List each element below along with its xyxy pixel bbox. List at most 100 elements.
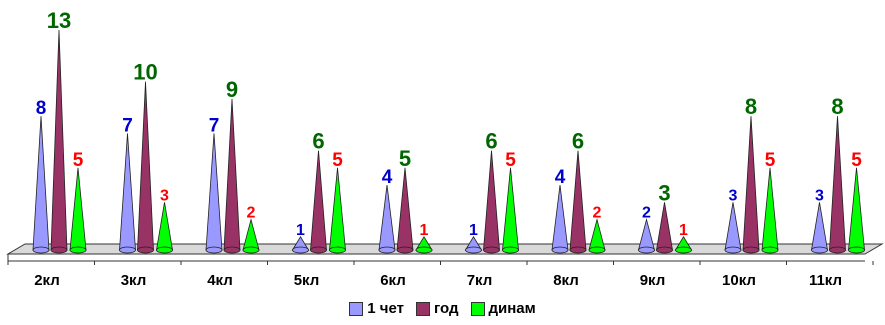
data-label-2-8: 3 — [658, 180, 670, 205]
cone-3-6 — [502, 167, 519, 254]
data-label-1-2: 7 — [122, 115, 133, 136]
cone-3-8 — [674, 235, 693, 254]
data-label-1-7: 4 — [555, 167, 566, 188]
data-label-3-6: 5 — [505, 150, 516, 171]
cone-base — [551, 246, 569, 254]
cone-3-10 — [848, 167, 865, 254]
cone-1-6 — [464, 235, 483, 254]
data-label-3-10: 5 — [851, 150, 862, 171]
cone-base — [483, 246, 500, 254]
cone-base — [69, 246, 87, 254]
cone-base — [292, 246, 309, 254]
cone-base — [119, 246, 136, 254]
cone-base — [502, 246, 519, 254]
cone-body — [742, 116, 760, 251]
cone-body — [848, 167, 865, 251]
cone-2-2 — [137, 81, 154, 254]
cone-2-4 — [310, 150, 327, 254]
cone-body — [588, 217, 606, 251]
legend-item-2: год — [415, 300, 459, 317]
data-label-3-5: 1 — [420, 222, 429, 239]
cone-body — [69, 167, 87, 251]
cone-base — [675, 246, 692, 254]
cone-body — [569, 150, 587, 251]
cone-3-3 — [242, 217, 260, 254]
cone-1-7 — [551, 185, 569, 254]
cone-base — [829, 246, 846, 254]
cone-3-2 — [156, 202, 173, 254]
cone-3-4 — [329, 167, 346, 254]
category-label-10: 11кл — [809, 272, 842, 289]
cone-base — [156, 246, 173, 254]
category-label-8: 9кл — [640, 272, 666, 289]
cone-body — [724, 202, 742, 251]
legend-swatch-1 — [349, 301, 364, 316]
cone-body — [156, 202, 173, 251]
cone-body — [551, 185, 569, 251]
cone-body — [32, 116, 50, 251]
cone-base — [848, 246, 865, 254]
cone-1-1 — [32, 116, 50, 254]
cone-base — [310, 246, 327, 254]
category-label-4: 5кл — [294, 272, 320, 289]
category-labels: 2кл 3кл 4кл 5кл 6кл 7кл 8кл 9кл 10кл 11кл — [34, 272, 842, 289]
data-label-1-10: 3 — [815, 187, 824, 204]
data-label-2-1: 13 — [47, 8, 71, 33]
cone-3-1 — [69, 167, 87, 254]
cone-base — [415, 246, 433, 254]
cone-body — [378, 185, 396, 251]
cone-2-6 — [483, 150, 500, 254]
data-label-2-5: 5 — [399, 146, 411, 171]
cone-2-5 — [396, 167, 414, 254]
cone-base — [465, 246, 482, 254]
cone-base — [811, 246, 828, 254]
category-label-5: 6кл — [380, 272, 406, 289]
data-label-3-7: 2 — [593, 205, 602, 222]
data-label-2-6: 6 — [485, 129, 497, 154]
cone-base — [761, 246, 779, 254]
cone-base — [223, 246, 241, 254]
cone-1-4 — [291, 235, 310, 254]
legend: 1 чет год динам — [0, 300, 885, 317]
cone-body — [119, 133, 136, 251]
cone-1-5 — [378, 185, 396, 254]
cone-base — [50, 246, 68, 254]
data-label-2-7: 6 — [572, 129, 584, 154]
cone-body — [811, 202, 828, 251]
data-label-3-1: 5 — [73, 150, 84, 171]
cone-base — [242, 246, 260, 254]
cone-1-10 — [811, 202, 828, 254]
data-label-1-8: 2 — [642, 205, 651, 222]
cone-base — [742, 246, 760, 254]
legend-label-2: год — [433, 300, 459, 317]
cone-base — [588, 246, 606, 254]
data-label-1-4: 1 — [296, 222, 305, 239]
data-label-1-3: 7 — [209, 115, 220, 136]
cone-3-9 — [761, 167, 779, 254]
cone-body — [637, 217, 656, 251]
cone-base — [329, 246, 346, 254]
cone-body — [656, 202, 673, 251]
cone-2-1 — [50, 29, 68, 254]
data-label-3-8: 1 — [679, 222, 688, 239]
data-label-1-5: 4 — [382, 167, 393, 188]
data-label-1-6: 1 — [469, 222, 478, 239]
cone-1-9 — [724, 202, 742, 254]
category-label-6: 7кл — [467, 272, 493, 289]
cone-base — [396, 246, 414, 254]
category-label-1: 2кл — [34, 272, 60, 289]
cone-base — [569, 246, 587, 254]
data-label-3-3: 2 — [247, 205, 256, 222]
cone-body — [329, 167, 346, 251]
cone-body — [205, 133, 223, 251]
cone-2-9 — [742, 116, 760, 254]
cone-base — [137, 246, 154, 254]
cone-base — [32, 246, 50, 254]
data-label-1-9: 3 — [729, 187, 738, 204]
cone-body — [50, 29, 68, 251]
cone-base — [724, 246, 742, 254]
cone-2-3 — [223, 98, 241, 254]
cone-2-7 — [569, 150, 587, 254]
category-label-3: 4кл — [207, 272, 233, 289]
